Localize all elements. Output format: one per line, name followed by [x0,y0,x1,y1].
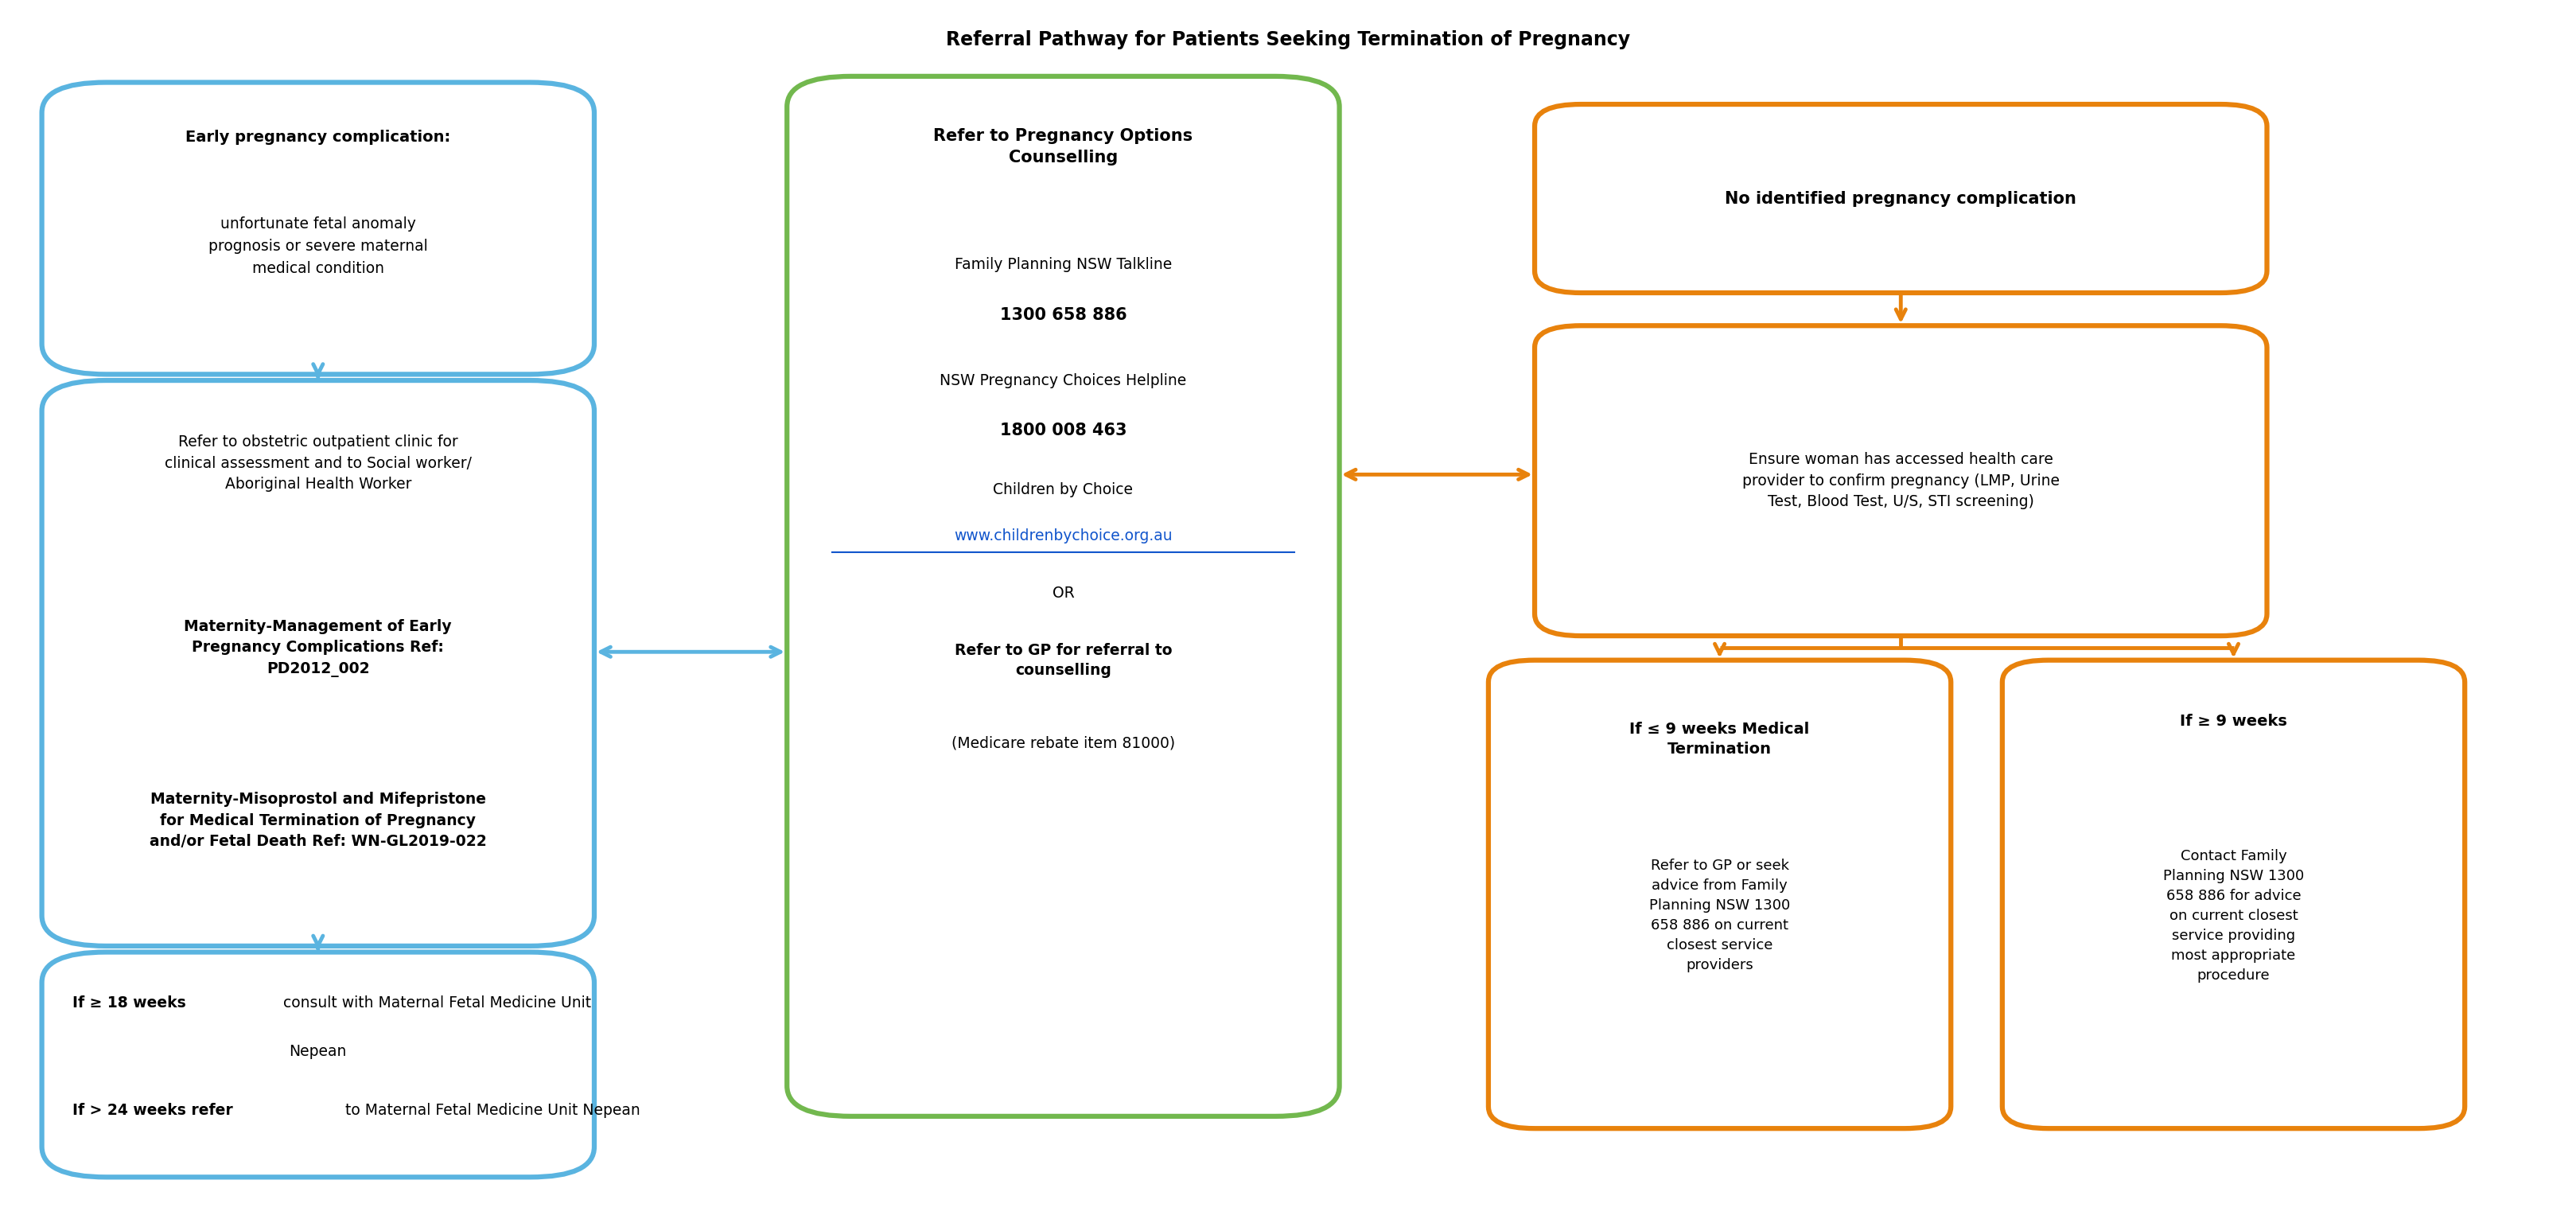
Text: Early pregnancy complication:: Early pregnancy complication: [185,130,451,144]
Text: If ≤ 9 weeks Medical
Termination: If ≤ 9 weeks Medical Termination [1631,722,1811,757]
Text: Referral Pathway for Patients Seeking Termination of Pregnancy: Referral Pathway for Patients Seeking Te… [945,31,1631,49]
FancyBboxPatch shape [41,82,595,374]
Text: 1300 658 886: 1300 658 886 [999,307,1126,323]
Text: OR: OR [1051,586,1074,600]
FancyBboxPatch shape [41,380,595,947]
Text: No identified pregnancy complication: No identified pregnancy complication [1726,191,2076,207]
Text: Refer to Pregnancy Options
Counselling: Refer to Pregnancy Options Counselling [933,128,1193,165]
Text: consult with Maternal Fetal Medicine Unit: consult with Maternal Fetal Medicine Uni… [283,996,592,1010]
Text: Maternity-Misoprostol and Mifepristone
for Medical Termination of Pregnancy
and/: Maternity-Misoprostol and Mifepristone f… [149,793,487,849]
Text: Refer to GP for referral to
counselling: Refer to GP for referral to counselling [953,642,1172,678]
Text: Children by Choice: Children by Choice [994,482,1133,498]
Text: If > 24 weeks refer: If > 24 weeks refer [72,1103,240,1118]
FancyBboxPatch shape [2002,660,2465,1129]
Text: unfortunate fetal anomaly
prognosis or severe maternal
medical condition: unfortunate fetal anomaly prognosis or s… [209,216,428,276]
Text: Refer to GP or seek
advice from Family
Planning NSW 1300
658 886 on current
clos: Refer to GP or seek advice from Family P… [1649,859,1790,972]
FancyBboxPatch shape [1535,325,2267,636]
Text: Refer to obstetric outpatient clinic for
clinical assessment and to Social worke: Refer to obstetric outpatient clinic for… [165,434,471,492]
FancyBboxPatch shape [1489,660,1950,1129]
Text: (Medicare rebate item 81000): (Medicare rebate item 81000) [951,735,1175,751]
Text: Family Planning NSW Talkline: Family Planning NSW Talkline [956,257,1172,273]
Text: Ensure woman has accessed health care
provider to confirm pregnancy (LMP, Urine
: Ensure woman has accessed health care pr… [1741,453,2058,510]
Text: Nepean: Nepean [289,1044,348,1059]
Text: If ≥ 9 weeks: If ≥ 9 weeks [2179,713,2287,729]
FancyBboxPatch shape [41,951,595,1177]
Text: www.childrenbychoice.org.au: www.childrenbychoice.org.au [953,528,1172,544]
Text: Maternity-Management of Early
Pregnancy Complications Ref:
PD2012_002: Maternity-Management of Early Pregnancy … [183,619,451,678]
Text: 1800 008 463: 1800 008 463 [999,422,1126,438]
Text: to Maternal Fetal Medicine Unit Nepean: to Maternal Fetal Medicine Unit Nepean [345,1103,639,1118]
Text: Contact Family
Planning NSW 1300
658 886 for advice
on current closest
service p: Contact Family Planning NSW 1300 658 886… [2164,849,2303,982]
FancyBboxPatch shape [1535,104,2267,292]
FancyBboxPatch shape [788,76,1340,1117]
Text: NSW Pregnancy Choices Helpline: NSW Pregnancy Choices Helpline [940,373,1188,388]
Text: If ≥ 18 weeks: If ≥ 18 weeks [72,996,191,1010]
